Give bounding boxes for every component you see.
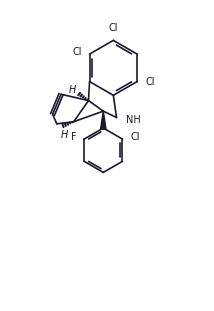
Text: H: H	[61, 130, 68, 141]
Text: Cl: Cl	[108, 23, 118, 33]
Text: H: H	[69, 85, 76, 95]
Text: Cl: Cl	[131, 132, 140, 142]
Text: Cl: Cl	[146, 77, 155, 86]
Text: NH: NH	[126, 114, 141, 125]
Text: Cl: Cl	[73, 47, 82, 57]
Text: F: F	[71, 132, 77, 142]
Polygon shape	[101, 111, 106, 129]
